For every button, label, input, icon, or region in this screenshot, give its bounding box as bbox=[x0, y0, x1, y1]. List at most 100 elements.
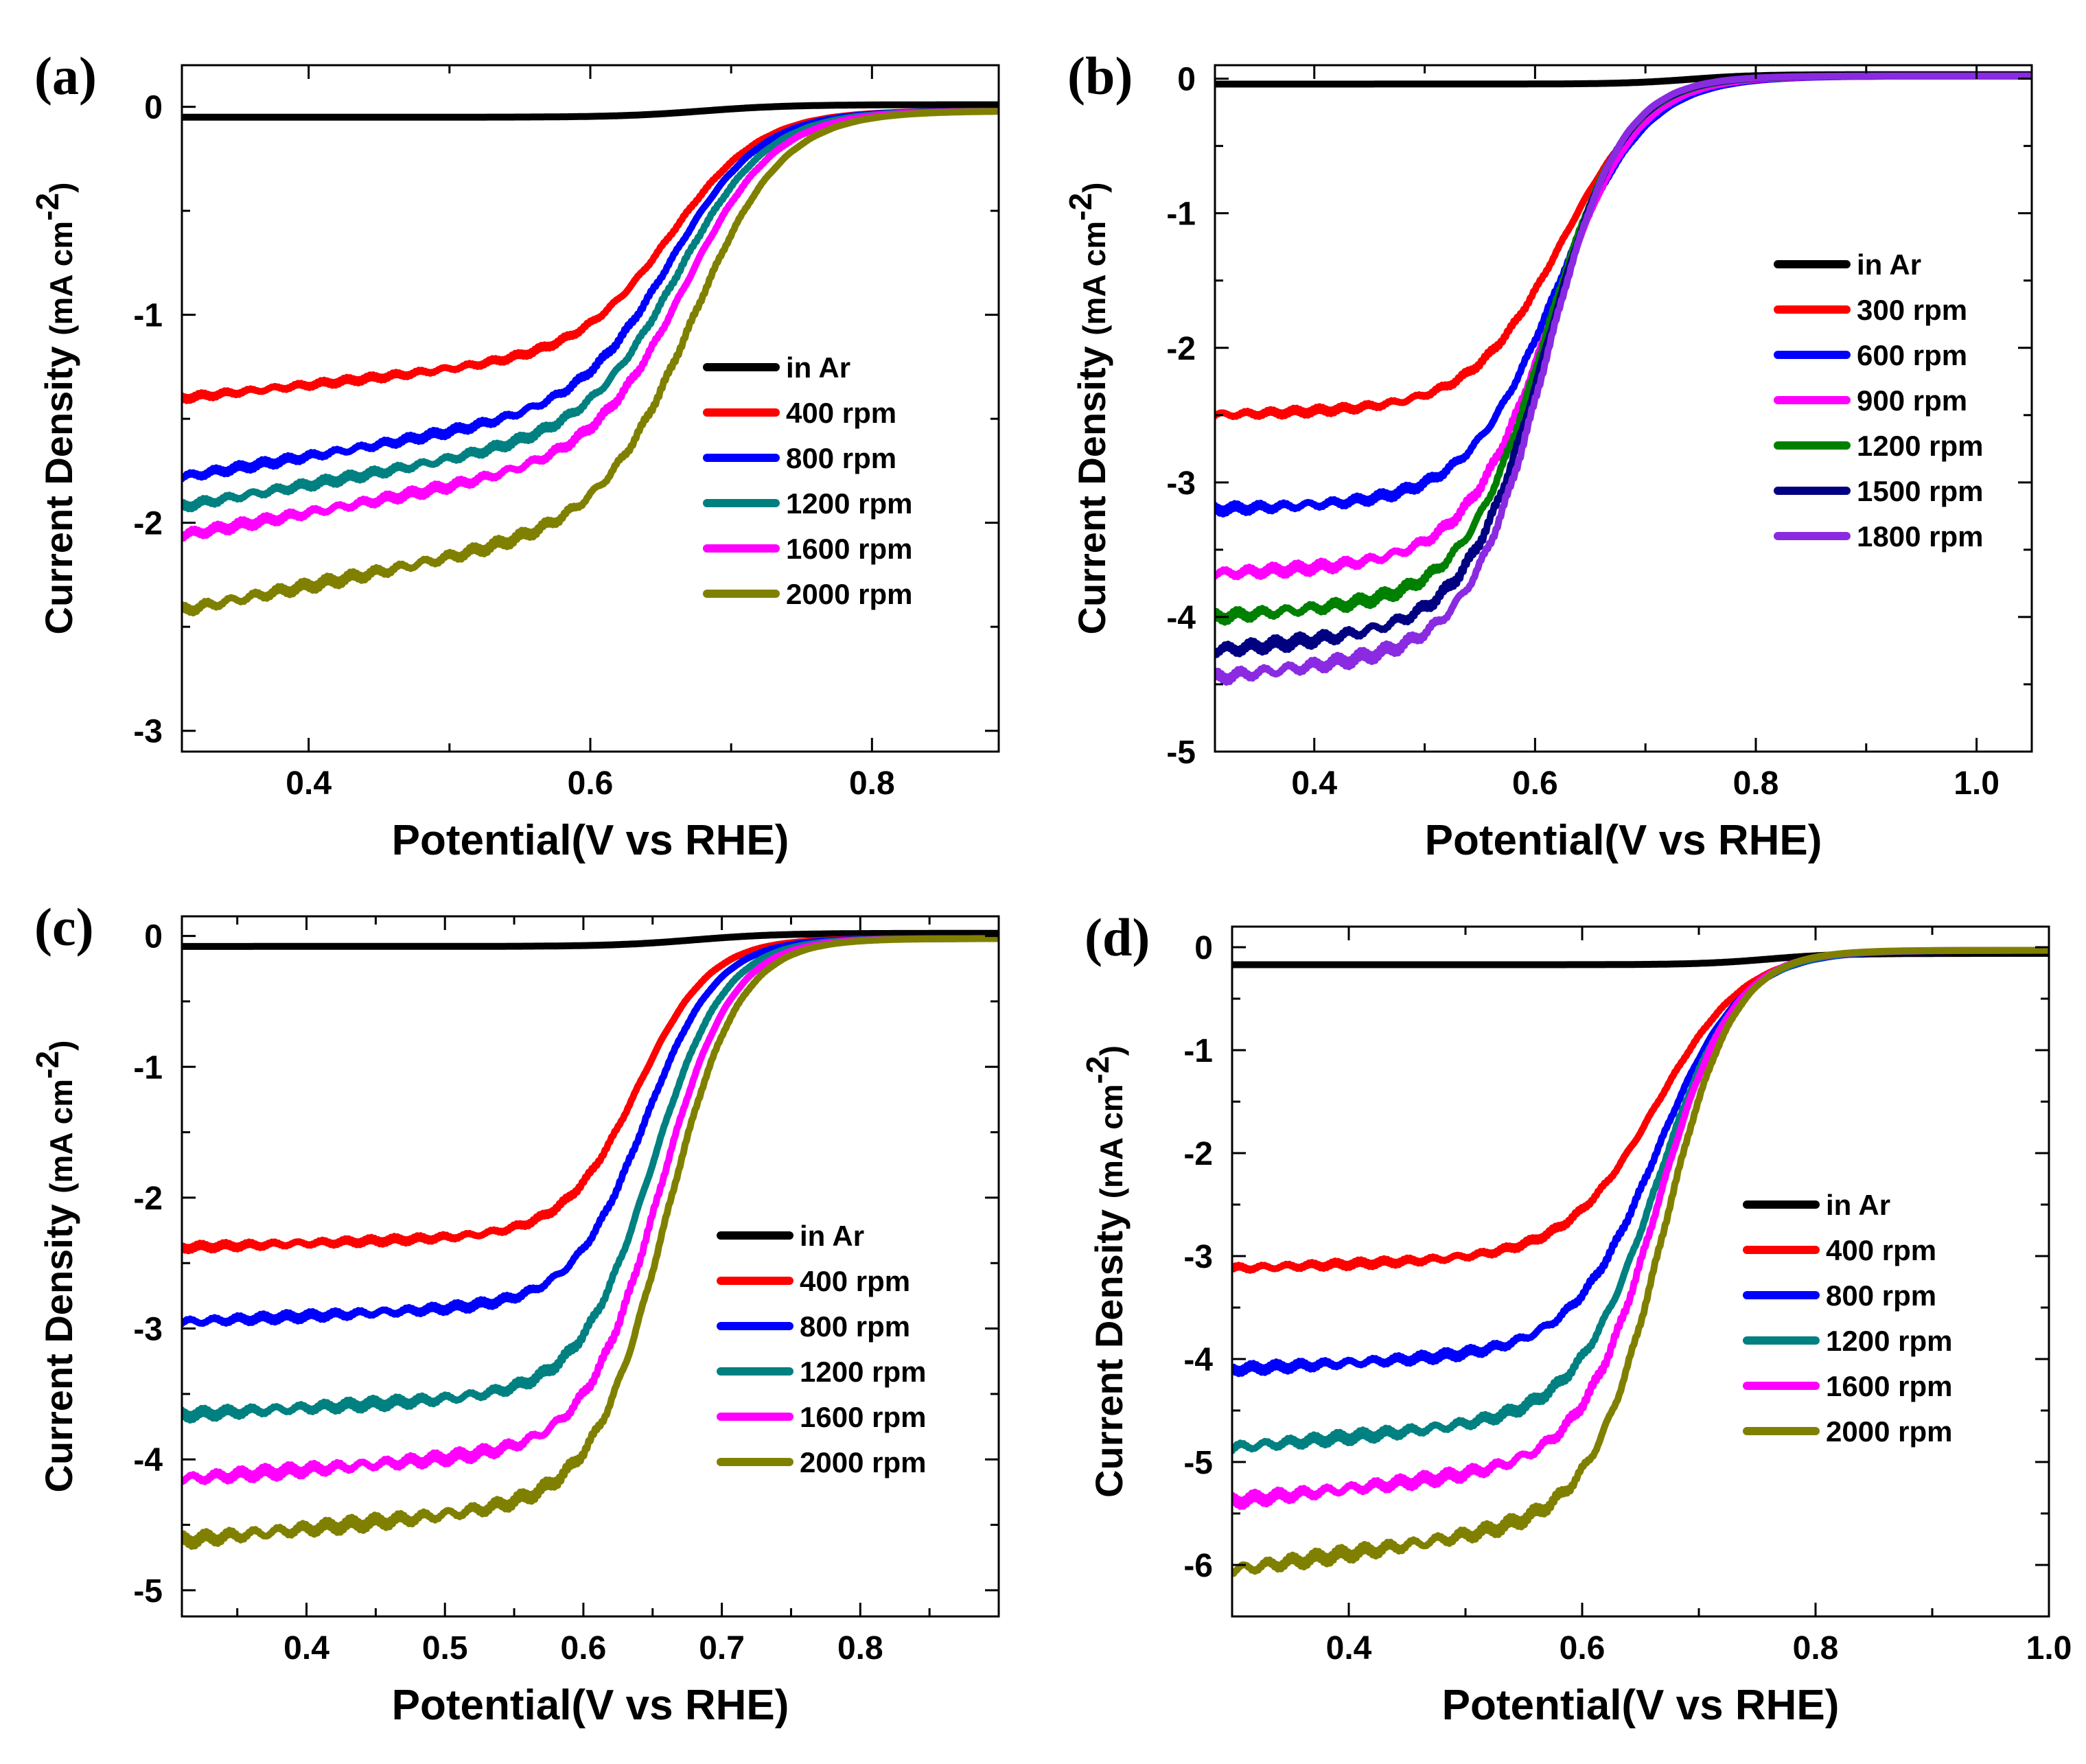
panel-a: 0.4 0.6 0.8 0 -1 -2 -3 Potential(V vs RHE) Curre… bbox=[30, 46, 1000, 864]
legend-label: 600 rpm bbox=[1857, 339, 1967, 371]
y-tick-label: -5 bbox=[1166, 734, 1196, 771]
legend-label: 1500 rpm bbox=[1857, 475, 1983, 507]
y-axis-title-sup: -2 bbox=[1080, 1056, 1115, 1084]
y-axis-title-unit: (mA cm bbox=[1093, 1084, 1129, 1198]
series-line bbox=[182, 108, 999, 616]
y-axis-title: Current Density (mA cm-2) bbox=[1080, 1045, 1131, 1498]
legend-label: in Ar bbox=[800, 1220, 864, 1252]
legend-label: 800 rpm bbox=[1826, 1279, 1936, 1312]
y-tick-label: -6 bbox=[1183, 1548, 1213, 1584]
panel-label: (c) bbox=[34, 897, 94, 957]
y-axis-title-main: Current Density bbox=[37, 336, 80, 635]
legend-label: 1200 rpm bbox=[786, 487, 912, 520]
series-line bbox=[182, 935, 999, 1255]
y-tick-label: -4 bbox=[1166, 600, 1196, 636]
legend-label: in Ar bbox=[1857, 248, 1921, 281]
y-axis-title-close: ) bbox=[1076, 183, 1112, 193]
x-tick-label: 0.8 bbox=[849, 765, 895, 802]
legend-label: 1600 rpm bbox=[1826, 1370, 1952, 1402]
legend-label: 1200 rpm bbox=[1857, 430, 1983, 462]
y-tick-label: -2 bbox=[1166, 331, 1196, 367]
y-tick-label: -3 bbox=[1166, 465, 1196, 502]
panel-b: 0.4 0.6 0.8 1.0 0 -1 -2 -3 -4 -5 Potential(V vs RH… bbox=[1063, 46, 2033, 864]
series-line bbox=[1232, 947, 2049, 1577]
legend-label: 1600 rpm bbox=[800, 1401, 926, 1433]
x-tick-label: 0.4 bbox=[1291, 765, 1337, 802]
y-tick-label: -3 bbox=[1183, 1239, 1213, 1275]
y-axis-title-unit: (mA cm bbox=[1076, 221, 1112, 336]
panel-d: 0.4 0.6 0.8 1.0 0 -1 -2 -3 -4 -5 -6 Potential(V vs … bbox=[1080, 907, 2072, 1729]
legend-label: in Ar bbox=[1826, 1189, 1890, 1221]
y-tick-label: -3 bbox=[133, 714, 163, 750]
panel-label: (b) bbox=[1067, 46, 1133, 106]
legend-label: 300 rpm bbox=[1857, 294, 1967, 326]
series-line bbox=[182, 935, 999, 1424]
legend-label: 900 rpm bbox=[1857, 384, 1967, 417]
legend: in Ar 400 rpm 800 rpm 1200 rpm 1600 rpm 2000 … bbox=[717, 1220, 926, 1478]
series-line bbox=[182, 935, 999, 1550]
legend: in Ar 400 rpm 800 rpm 1200 rpm 1600 rpm 2000 … bbox=[1743, 1189, 1952, 1448]
y-axis-title-sup: -2 bbox=[30, 1051, 65, 1079]
y-tick-label: 0 bbox=[1194, 930, 1213, 966]
x-tick-label: 0.8 bbox=[837, 1630, 883, 1667]
y-tick-label: -2 bbox=[133, 1181, 163, 1217]
x-axis-title: Potential(V vs RHE) bbox=[392, 1682, 789, 1729]
series-line bbox=[182, 107, 999, 404]
series-line bbox=[1215, 72, 2032, 686]
y-axis-title-close: ) bbox=[43, 183, 79, 193]
x-tick-label: 0.5 bbox=[422, 1630, 468, 1667]
x-tick-label: 1.0 bbox=[2026, 1630, 2072, 1667]
plot-frame bbox=[1231, 925, 2050, 1618]
y-tick-label: -1 bbox=[133, 298, 163, 334]
series-group bbox=[182, 929, 999, 1550]
y-tick-label: 0 bbox=[144, 90, 163, 126]
series-line bbox=[182, 101, 999, 121]
x-tick-label: 0.6 bbox=[561, 1630, 607, 1667]
legend-label: 1800 rpm bbox=[1857, 520, 1983, 553]
y-tick-label: -2 bbox=[1183, 1136, 1213, 1172]
legend: in Ar 300 rpm 600 rpm 900 rpm 1200 rpm 1500 r… bbox=[1774, 248, 1983, 553]
legend-label: 400 rpm bbox=[800, 1265, 910, 1297]
y-axis-title-close: ) bbox=[1093, 1045, 1129, 1056]
y-tick-label: -4 bbox=[1183, 1342, 1213, 1378]
y-axis-title-main: Current Density bbox=[37, 1194, 80, 1493]
y-tick-label: -1 bbox=[1166, 196, 1196, 233]
y-tick-label: -1 bbox=[133, 1049, 163, 1086]
x-tick-label: 0.4 bbox=[283, 1630, 329, 1667]
legend-label: 800 rpm bbox=[786, 442, 896, 474]
series-group bbox=[182, 101, 999, 616]
y-axis-title-main: Current Density bbox=[1070, 336, 1113, 635]
y-tick-label: -3 bbox=[133, 1312, 163, 1348]
x-axis-title: Potential(V vs RHE) bbox=[392, 817, 789, 864]
series-group bbox=[1232, 947, 2049, 1577]
y-axis-title-close: ) bbox=[43, 1041, 79, 1051]
panel-label: (a) bbox=[34, 46, 97, 106]
legend-label: 1200 rpm bbox=[1826, 1325, 1952, 1357]
y-tick-label: 0 bbox=[1177, 62, 1196, 98]
legend-label: 2000 rpm bbox=[1826, 1415, 1952, 1448]
legend-label: 400 rpm bbox=[1826, 1234, 1936, 1266]
x-tick-label: 0.4 bbox=[286, 765, 332, 802]
x-axis-title: Potential(V vs RHE) bbox=[1425, 817, 1822, 864]
series-group bbox=[1215, 71, 2032, 686]
y-tick-label: -5 bbox=[133, 1573, 163, 1610]
panel-label: (d) bbox=[1085, 907, 1150, 967]
y-axis-title: Current Density (mA cm-2) bbox=[30, 1041, 80, 1493]
y-axis-title-sup: -2 bbox=[1063, 193, 1098, 221]
y-tick-label: 0 bbox=[144, 919, 163, 955]
legend: in Ar 400 rpm 800 rpm 1200 rpm 1600 rpm 2000 … bbox=[703, 351, 912, 610]
y-axis-title: Current Density (mA cm-2) bbox=[1063, 183, 1113, 635]
series-line bbox=[182, 929, 999, 950]
legend-label: 1600 rpm bbox=[786, 533, 912, 565]
y-axis-title-main: Current Density bbox=[1087, 1198, 1131, 1498]
y-tick-label: -4 bbox=[133, 1442, 163, 1478]
legend-label: 2000 rpm bbox=[786, 578, 912, 610]
x-tick-label: 0.7 bbox=[699, 1630, 745, 1667]
x-axis-title: Potential(V vs RHE) bbox=[1442, 1682, 1840, 1729]
x-tick-label: 1.0 bbox=[1954, 765, 2000, 802]
legend-label: in Ar bbox=[786, 351, 850, 384]
y-axis-title-unit: (mA cm bbox=[43, 221, 79, 336]
legend-label: 2000 rpm bbox=[800, 1446, 926, 1478]
x-tick-label: 0.8 bbox=[1733, 765, 1779, 802]
